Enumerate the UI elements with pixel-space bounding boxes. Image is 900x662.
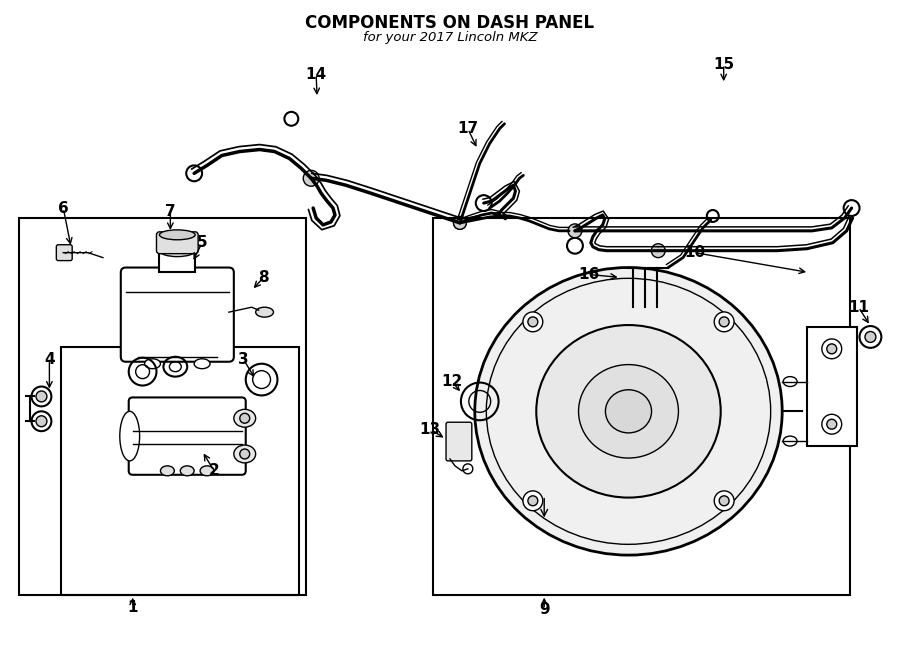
FancyBboxPatch shape [157,232,198,254]
Ellipse shape [652,244,665,258]
Ellipse shape [528,496,538,506]
Ellipse shape [36,416,47,427]
Text: 4: 4 [44,352,55,367]
Ellipse shape [628,310,638,320]
Bar [807,327,857,446]
Ellipse shape [523,491,543,510]
Ellipse shape [32,387,51,406]
Ellipse shape [234,445,256,463]
Ellipse shape [567,238,583,254]
Text: for your 2017 Lincoln MKZ: for your 2017 Lincoln MKZ [363,31,537,44]
Ellipse shape [606,390,652,433]
Text: 14: 14 [306,67,327,81]
Ellipse shape [239,413,249,423]
Ellipse shape [303,170,320,186]
Ellipse shape [715,491,734,510]
Ellipse shape [719,317,729,327]
Bar [61,347,300,594]
Ellipse shape [36,391,47,402]
Ellipse shape [256,307,274,317]
Ellipse shape [159,245,195,257]
Ellipse shape [454,217,466,229]
Ellipse shape [827,344,837,354]
Text: COMPONENTS ON DASH PANEL: COMPONENTS ON DASH PANEL [305,14,595,32]
Text: 8: 8 [258,270,269,285]
FancyBboxPatch shape [57,245,72,261]
Ellipse shape [159,230,195,240]
Ellipse shape [476,195,491,211]
Text: 5: 5 [197,235,207,250]
Ellipse shape [454,216,466,229]
Bar [433,218,850,594]
Ellipse shape [715,312,734,332]
Ellipse shape [160,466,175,476]
Ellipse shape [822,414,842,434]
Ellipse shape [641,310,651,320]
Text: 2: 2 [209,463,220,479]
Text: 7: 7 [165,203,176,218]
Ellipse shape [579,365,679,458]
FancyBboxPatch shape [129,397,246,475]
Ellipse shape [719,496,729,506]
Ellipse shape [652,310,662,320]
Ellipse shape [860,326,881,348]
Bar [19,218,306,594]
Ellipse shape [180,466,194,476]
Ellipse shape [523,312,543,332]
Ellipse shape [200,466,214,476]
Ellipse shape [528,317,538,327]
Text: 1: 1 [128,600,138,615]
Ellipse shape [32,411,51,431]
FancyBboxPatch shape [446,422,472,461]
Ellipse shape [463,464,473,474]
Ellipse shape [822,339,842,359]
Ellipse shape [194,359,210,369]
Ellipse shape [145,359,160,369]
Text: 15: 15 [713,57,734,71]
Ellipse shape [865,332,876,342]
Text: 13: 13 [419,422,441,437]
Text: 16: 16 [578,267,599,282]
Ellipse shape [234,409,256,427]
Ellipse shape [843,200,860,216]
Ellipse shape [120,411,140,461]
FancyBboxPatch shape [121,267,234,361]
Text: 11: 11 [848,300,869,314]
Ellipse shape [827,419,837,429]
Ellipse shape [475,267,782,555]
Ellipse shape [536,325,721,498]
Bar [159,251,195,273]
Ellipse shape [706,210,719,222]
Ellipse shape [284,112,298,126]
Text: 10: 10 [684,245,706,260]
Ellipse shape [568,224,582,238]
Ellipse shape [239,449,249,459]
Text: 3: 3 [238,352,249,367]
Ellipse shape [783,436,797,446]
Text: 6: 6 [58,201,68,216]
Text: 17: 17 [457,121,479,136]
Ellipse shape [186,166,202,181]
Text: 9: 9 [539,602,550,617]
Ellipse shape [783,377,797,387]
Text: 12: 12 [441,374,463,389]
